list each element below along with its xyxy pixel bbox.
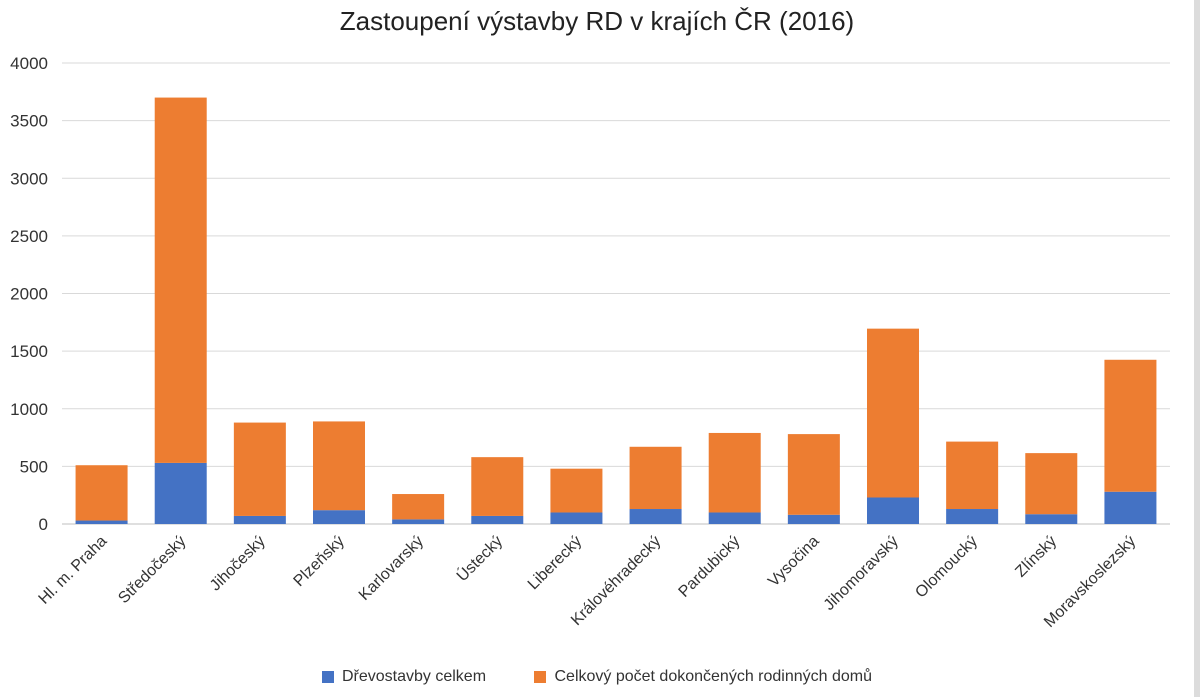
bar-wood-13 <box>1104 491 1157 524</box>
x-tick-label-4: Karlovarský <box>356 533 427 604</box>
x-tick-label-8: Pardubický <box>676 533 744 601</box>
x-tick-label-10: Jihomoravský <box>821 533 902 614</box>
legend-item-wood: Dřevostavby celkem <box>321 668 487 686</box>
bar-total-11 <box>946 441 999 510</box>
chart-title: Zastoupení výstavby RD v krajích ČR (201… <box>339 6 855 36</box>
bar-total-13 <box>1104 359 1157 492</box>
bar-wood-7 <box>629 509 682 524</box>
bar-total-1 <box>154 97 207 463</box>
y-tick-label-500: 500 <box>20 457 48 476</box>
legend-item-total: Celkový počet dokončených rodinných domů <box>534 668 872 686</box>
bar-total-7 <box>629 446 682 510</box>
x-tick-label-12: Zlínský <box>1012 533 1060 581</box>
x-tick-label-3: Plzeňský <box>291 533 348 590</box>
y-tick-label-1000: 1000 <box>10 400 48 419</box>
y-tick-label-2500: 2500 <box>10 227 48 246</box>
bar-wood-12 <box>1025 514 1078 524</box>
bar-wood-1 <box>154 462 207 524</box>
legend: Dřevostavby celkem Celkový počet dokonče… <box>0 668 1194 688</box>
bar-total-12 <box>1025 453 1078 515</box>
bar-total-5 <box>471 457 524 516</box>
bar-wood-9 <box>787 514 840 524</box>
bar-wood-2 <box>233 515 286 524</box>
bar-wood-4 <box>392 519 445 524</box>
bar-wood-3 <box>313 510 365 524</box>
legend-swatch-total <box>534 671 547 683</box>
bar-wood-11 <box>946 509 999 524</box>
bar-wood-5 <box>471 515 524 524</box>
bar-total-2 <box>233 422 286 516</box>
y-tick-label-3500: 3500 <box>10 112 48 131</box>
legend-label-wood: Dřevostavby celkem <box>341 668 487 685</box>
x-tick-label-1: Středočeský <box>115 533 189 607</box>
legend-swatch-wood <box>321 671 334 683</box>
bar-wood-8 <box>708 512 761 524</box>
bar-total-10 <box>867 328 919 498</box>
bar-wood-10 <box>867 497 919 524</box>
y-tick-label-1500: 1500 <box>10 342 48 361</box>
y-tick-label-4000: 4000 <box>10 54 48 73</box>
bar-total-8 <box>708 432 761 513</box>
bar-total-4 <box>392 494 445 520</box>
bar-wood-6 <box>550 512 603 524</box>
bar-total-9 <box>787 434 840 515</box>
y-tick-label-3000: 3000 <box>10 169 48 188</box>
y-tick-label-0: 0 <box>39 515 48 534</box>
bar-total-3 <box>313 421 365 511</box>
x-tick-label-2: Jihočeský <box>207 533 269 595</box>
x-tick-label-11: Olomoucký <box>912 533 981 602</box>
y-tick-label-2000: 2000 <box>10 285 48 304</box>
x-tick-label-5: Ústecký <box>452 531 506 585</box>
bar-total-6 <box>550 468 603 513</box>
bar-wood-0 <box>75 520 128 524</box>
bar-total-0 <box>75 465 128 521</box>
legend-label-total: Celkový počet dokončených rodinných domů <box>554 668 872 685</box>
x-tick-label-9: Vysočina <box>765 533 823 591</box>
x-tick-label-0: Hl. m. Praha <box>36 533 111 608</box>
x-tick-label-6: Liberecký <box>525 533 585 593</box>
